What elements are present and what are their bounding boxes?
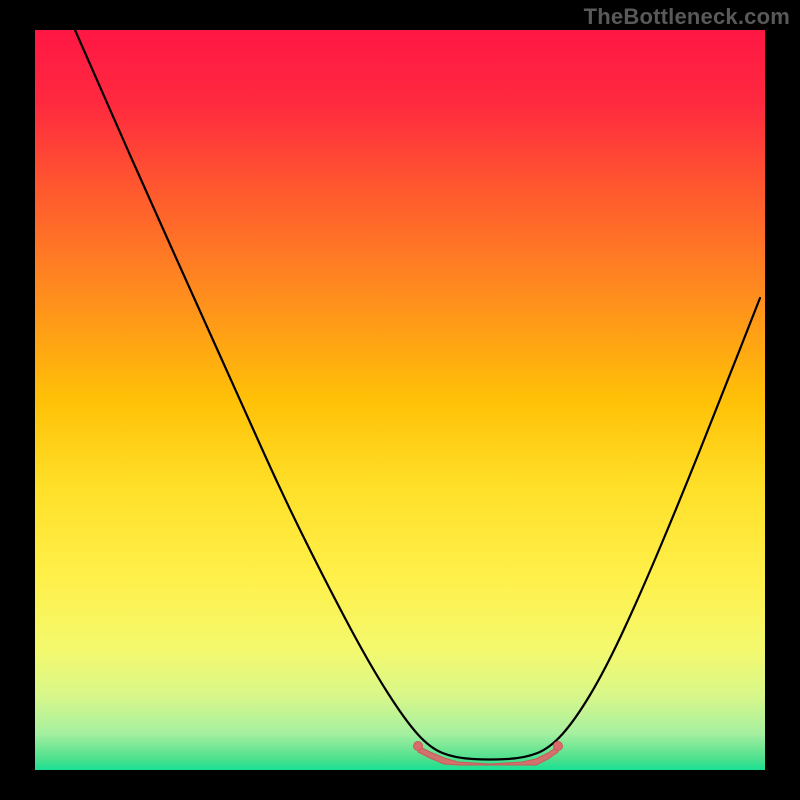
- band-start-dot: [414, 742, 423, 751]
- band-end-dot: [554, 742, 563, 751]
- plot-background: [35, 30, 765, 770]
- chart-stage: TheBottleneck.com: [0, 0, 800, 800]
- bottleneck-chart: [0, 0, 800, 800]
